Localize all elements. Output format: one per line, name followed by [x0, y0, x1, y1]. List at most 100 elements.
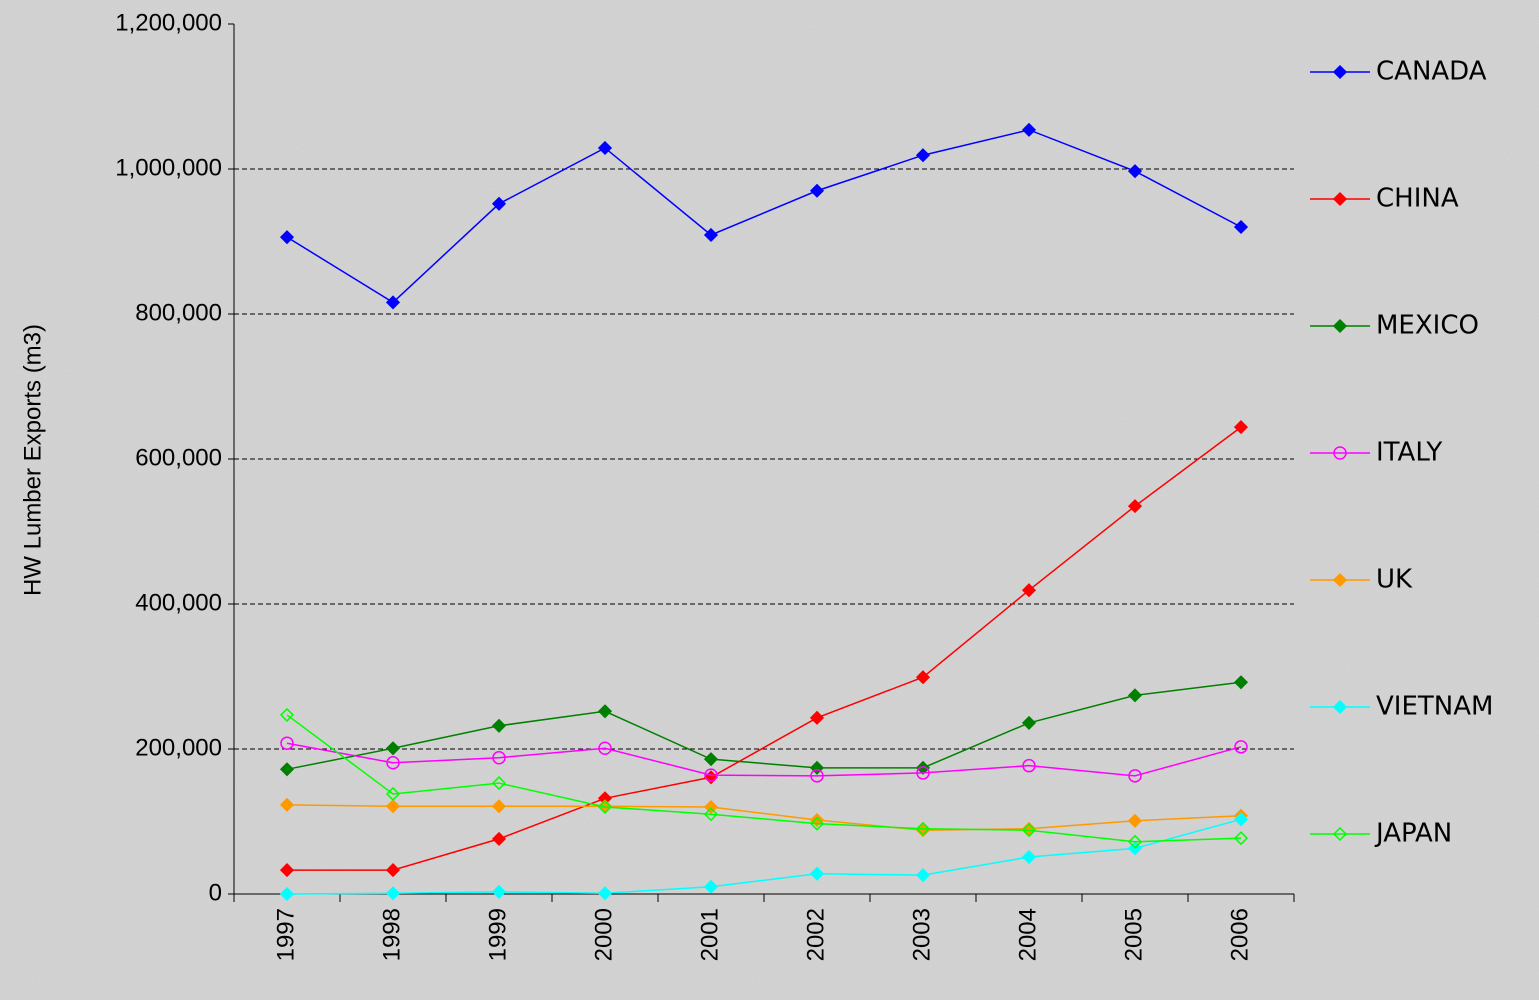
x-tick-label: 2006 [1226, 908, 1253, 961]
marker [1021, 122, 1037, 137]
marker [1021, 715, 1037, 730]
marker [1021, 849, 1037, 865]
marker [597, 140, 613, 156]
marker [491, 196, 507, 211]
y-tick-label: 400,000 [135, 589, 222, 616]
x-tick-label: 1997 [272, 908, 299, 961]
legend-label: UK [1376, 565, 1413, 595]
legend-marker [1332, 191, 1348, 207]
marker [492, 750, 506, 765]
marker [598, 741, 612, 756]
marker [597, 704, 613, 719]
marker [597, 799, 613, 815]
series-line [286, 714, 1242, 843]
marker [279, 230, 295, 245]
marker [491, 799, 507, 814]
marker [1233, 675, 1249, 690]
legend-label: CANADA [1376, 57, 1487, 87]
marker [1233, 219, 1249, 235]
series-line [287, 426, 1242, 871]
marker [703, 227, 719, 243]
marker [1127, 164, 1143, 179]
marker [491, 718, 507, 733]
marker [809, 710, 825, 725]
y-tick-label: 1,200,000 [115, 9, 222, 36]
marker [915, 148, 931, 163]
x-tick-label: 2000 [590, 908, 617, 961]
marker [704, 768, 718, 782]
marker [385, 786, 401, 802]
legend-marker [1332, 572, 1348, 588]
legend-marker [1332, 826, 1348, 842]
marker [809, 866, 825, 881]
x-tick-label: 2001 [696, 908, 723, 961]
marker [703, 799, 719, 815]
marker [491, 884, 507, 899]
marker [1234, 740, 1248, 754]
marker [1233, 812, 1249, 827]
marker [279, 886, 295, 902]
series-line [286, 818, 1242, 895]
series-line [286, 681, 1242, 771]
x-tick-label: 2005 [1120, 908, 1147, 961]
y-tick-label: 0 [209, 879, 222, 906]
marker [1128, 769, 1142, 783]
marker [1022, 758, 1036, 773]
x-tick-label: 1998 [378, 908, 405, 961]
marker [1127, 834, 1143, 849]
legend-marker [1332, 64, 1348, 80]
marker [491, 776, 507, 791]
marker [385, 295, 401, 310]
marker [279, 707, 295, 722]
series-line [286, 804, 1242, 831]
marker [1127, 688, 1143, 703]
marker [915, 670, 931, 685]
legend-label: VIETNAM [1376, 692, 1493, 722]
marker [810, 769, 824, 783]
x-tick-label: 2003 [908, 908, 935, 961]
marker [280, 736, 294, 750]
marker [279, 863, 295, 878]
marker [916, 766, 930, 780]
marker [1233, 831, 1249, 846]
marker [1127, 499, 1143, 514]
marker [809, 816, 825, 831]
legend-label: CHINA [1376, 184, 1459, 214]
series-line [286, 742, 1242, 777]
y-tick-label: 1,000,000 [115, 154, 222, 181]
marker [385, 741, 401, 756]
series-line [286, 129, 1242, 304]
marker [1021, 821, 1037, 836]
marker [386, 756, 400, 770]
marker [915, 821, 931, 836]
marker [385, 886, 401, 901]
legend-label: JAPAN [1374, 819, 1452, 849]
marker [915, 868, 931, 883]
y-tick-label: 800,000 [135, 299, 222, 326]
marker [279, 797, 295, 812]
x-tick-label: 2002 [802, 908, 829, 961]
marker [385, 863, 401, 878]
x-tick-label: 1999 [484, 908, 511, 961]
y-tick-label: 600,000 [135, 444, 222, 471]
x-tick-label: 2004 [1014, 908, 1041, 961]
y-tick-label: 200,000 [135, 734, 222, 761]
marker [1021, 583, 1037, 598]
marker [915, 760, 931, 775]
legend-marker [1333, 446, 1347, 460]
legend-marker [1332, 699, 1348, 715]
marker [491, 831, 507, 846]
legend-marker [1332, 318, 1348, 334]
legend-label: ITALY [1376, 438, 1442, 468]
marker [1127, 813, 1143, 828]
marker [703, 807, 719, 822]
marker [597, 886, 613, 901]
marker [703, 879, 719, 894]
marker [1233, 420, 1249, 435]
marker [279, 762, 295, 777]
marker [1021, 823, 1037, 838]
y-axis-label: HW Lumber Exports (m3) [19, 324, 46, 596]
